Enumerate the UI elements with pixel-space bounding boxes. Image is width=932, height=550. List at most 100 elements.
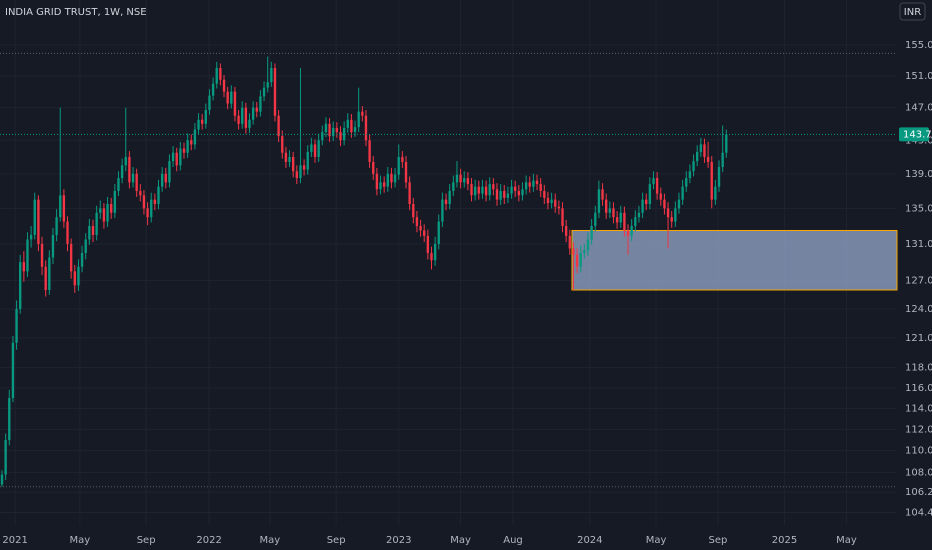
- candle-body: [248, 119, 251, 128]
- candle-body: [492, 184, 495, 190]
- candle-body: [211, 83, 215, 96]
- candle-body: [44, 266, 47, 290]
- candle-body: [222, 79, 226, 92]
- candle-body: [601, 189, 604, 200]
- candle-body: [317, 140, 320, 157]
- candle-body: [306, 151, 309, 170]
- candle-body: [583, 250, 586, 254]
- candle-body: [26, 239, 29, 272]
- y-tick-label: 121.00: [905, 333, 932, 344]
- candle-body: [102, 208, 106, 222]
- y-tick-label: 127.00: [905, 276, 932, 287]
- y-tick-label: 147.00: [905, 103, 932, 114]
- currency-label[interactable]: INR: [904, 7, 921, 18]
- x-tick-label: Aug: [503, 535, 523, 546]
- candle-body: [237, 115, 240, 124]
- candle-body: [532, 180, 535, 187]
- candle-body: [299, 165, 302, 179]
- candle-body: [59, 195, 62, 218]
- candle-body: [608, 208, 612, 213]
- candle-body: [142, 195, 146, 209]
- candle-body: [641, 199, 644, 213]
- candle-body: [408, 182, 411, 204]
- candle-body: [77, 266, 80, 286]
- candle-body: [37, 199, 40, 244]
- candle-body: [444, 199, 448, 204]
- candle-body: [495, 189, 499, 200]
- candle-body: [353, 127, 357, 133]
- candle-body: [430, 253, 433, 261]
- candle-body: [685, 178, 688, 187]
- candle-body: [110, 203, 113, 213]
- y-tick-label: 124.00: [905, 304, 932, 315]
- candle-body: [33, 199, 36, 235]
- candle-body: [448, 190, 451, 204]
- candle-body: [586, 239, 590, 251]
- candle-body: [113, 190, 117, 213]
- candle-body: [339, 132, 342, 141]
- candle-body: [230, 91, 233, 104]
- candle-body: [175, 152, 178, 166]
- candle-body: [342, 127, 346, 141]
- candle-body: [164, 173, 167, 183]
- candle-body: [310, 144, 313, 152]
- candle-body: [62, 195, 66, 222]
- candle-body: [619, 212, 622, 223]
- candle-body: [73, 271, 76, 286]
- candle-body: [124, 156, 127, 166]
- candle-body: [99, 208, 102, 213]
- candle-body: [681, 186, 684, 200]
- candle-body: [695, 151, 699, 162]
- y-tick-label: 106.20: [905, 487, 932, 498]
- candle-body: [11, 342, 15, 399]
- candle-body: [473, 186, 477, 196]
- candle-body: [208, 95, 211, 111]
- candle-body: [277, 115, 280, 137]
- candle-body: [575, 254, 579, 267]
- candle-body: [590, 226, 593, 240]
- candle-body: [48, 257, 51, 290]
- y-tick-label: 151.00: [905, 71, 932, 82]
- candle-body: [677, 199, 681, 209]
- x-tick-label: May: [450, 535, 471, 546]
- x-tick-label: Sep: [708, 535, 727, 546]
- x-tick-label: May: [260, 535, 281, 546]
- candle-body: [244, 107, 248, 128]
- y-tick-label: 110.00: [905, 446, 932, 457]
- candle-body: [241, 107, 244, 124]
- candle-body: [266, 82, 269, 88]
- candle-body: [645, 199, 648, 204]
- candle-body: [157, 186, 160, 204]
- candle-body: [488, 184, 491, 196]
- candle-body: [361, 111, 364, 116]
- candle-body: [281, 136, 284, 153]
- candle-body: [160, 173, 164, 187]
- candle-body: [521, 189, 524, 196]
- candle-body: [470, 184, 473, 196]
- axes: 155.00151.00147.00143.00139.00135.00131.…: [2, 40, 932, 546]
- candle-body: [8, 398, 11, 440]
- candle-body: [201, 119, 204, 124]
- candle-body: [404, 161, 408, 183]
- candle-body: [324, 123, 328, 133]
- candle-body: [528, 182, 531, 187]
- candle-body: [655, 178, 659, 194]
- last-price-box: [899, 127, 929, 142]
- candle-body: [659, 193, 662, 200]
- candle-body: [219, 68, 222, 80]
- candle-body: [390, 173, 393, 183]
- candle-body: [484, 186, 488, 196]
- candle-body: [313, 144, 317, 157]
- candle-body: [412, 203, 415, 218]
- candle-body: [579, 253, 582, 267]
- candle-body: [426, 235, 430, 254]
- last-price-label: 143.72: [903, 129, 932, 140]
- candle-body: [466, 178, 470, 185]
- x-tick-label: May: [836, 535, 857, 546]
- candle-body: [0, 474, 4, 485]
- currency-button[interactable]: [899, 2, 926, 21]
- candle-body: [568, 235, 571, 249]
- candle-body: [692, 161, 695, 172]
- candle-body: [66, 221, 69, 244]
- candle-body: [135, 173, 138, 191]
